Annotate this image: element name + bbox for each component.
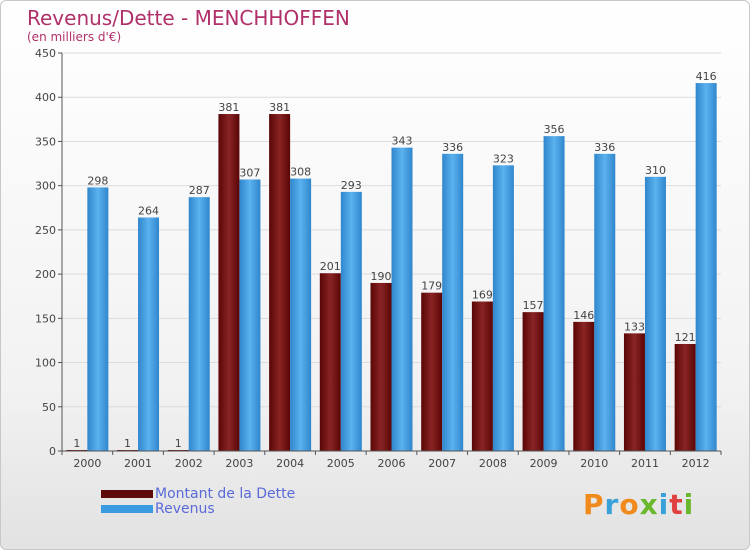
x-tick-label: 2012	[682, 457, 710, 470]
logo-letter: r	[604, 488, 620, 521]
x-tick-label: 2004	[276, 457, 304, 470]
x-tick-label: 2005	[327, 457, 355, 470]
value-label-revenus: 293	[341, 179, 362, 192]
logo-letter: x	[639, 488, 659, 521]
bar-dette	[370, 282, 392, 451]
value-label-dette: 381	[269, 101, 290, 114]
bar-dette	[522, 312, 544, 451]
bar-revenus	[391, 147, 413, 451]
value-label-revenus: 298	[87, 174, 108, 187]
bar-revenus	[442, 153, 464, 451]
y-tick-label: 200	[35, 268, 56, 281]
value-label-revenus: 308	[290, 166, 311, 179]
x-tick-label: 2010	[580, 457, 608, 470]
value-label-dette: 1	[124, 437, 131, 450]
value-label-revenus: 336	[442, 141, 463, 154]
logo-letter: P	[583, 488, 605, 521]
logo-letter: i	[683, 488, 695, 521]
bar-dette	[674, 343, 696, 451]
bar-revenus	[492, 165, 514, 451]
bar-dette	[623, 333, 645, 451]
x-tick-label: 2007	[428, 457, 456, 470]
bar-revenus	[594, 153, 616, 451]
value-label-revenus: 416	[696, 70, 717, 83]
bar-dette	[319, 273, 341, 451]
legend-label-debt: Montant de la Dette	[155, 486, 296, 502]
value-label-revenus: 264	[138, 205, 159, 218]
x-tick-label: 2008	[479, 457, 507, 470]
bar-revenus	[290, 178, 312, 451]
value-label-dette: 146	[573, 309, 594, 322]
bar-dette	[471, 301, 493, 451]
value-label-dette: 1	[73, 437, 80, 450]
bar-revenus	[138, 217, 160, 451]
x-tick-label: 2011	[631, 457, 659, 470]
value-label-dette: 179	[421, 280, 442, 293]
value-label-revenus: 336	[594, 141, 615, 154]
chart-title: Revenus/Dette - MENCHHOFFEN	[27, 6, 350, 30]
x-tick-label: 2006	[378, 457, 406, 470]
logo-letter: t	[669, 488, 684, 521]
value-label-revenus: 323	[493, 152, 514, 165]
value-label-dette: 1	[175, 437, 182, 450]
bar-revenus	[188, 197, 210, 451]
y-tick-label: 400	[35, 91, 56, 104]
y-tick-label: 0	[49, 445, 56, 458]
bar-dette	[218, 114, 240, 451]
y-tick-label: 350	[35, 135, 56, 148]
y-tick-label: 450	[35, 47, 56, 60]
y-tick-label: 50	[42, 401, 56, 414]
value-label-dette: 381	[218, 101, 239, 114]
x-tick-label: 2009	[530, 457, 558, 470]
x-tick-label: 2003	[225, 457, 253, 470]
value-label-revenus: 287	[189, 184, 210, 197]
value-label-dette: 121	[675, 331, 696, 344]
bar-dette	[269, 114, 291, 451]
chart-subtitle: (en milliers d'€)	[27, 30, 122, 44]
value-label-dette: 169	[472, 289, 493, 302]
x-tick-label: 2000	[73, 457, 101, 470]
x-tick-label: 2001	[124, 457, 152, 470]
value-label-revenus: 310	[645, 164, 666, 177]
legend-label-revenus: Revenus	[155, 501, 215, 517]
value-label-revenus: 343	[392, 135, 413, 148]
value-label-dette: 201	[320, 260, 341, 273]
bar-revenus	[543, 136, 565, 452]
value-label-revenus: 307	[239, 166, 260, 179]
legend-swatch-debt	[101, 490, 153, 498]
proxiti-logo: Proxiti	[583, 488, 694, 521]
value-label-dette: 133	[624, 320, 645, 333]
x-tick-label: 2002	[175, 457, 203, 470]
legend-swatch-revenus	[101, 505, 153, 513]
y-tick-label: 300	[35, 180, 56, 193]
bar-revenus	[340, 191, 362, 451]
bar-revenus	[644, 176, 666, 452]
value-label-dette: 190	[371, 270, 392, 283]
bar-revenus	[695, 83, 717, 452]
bar-dette	[421, 292, 443, 451]
y-tick-label: 100	[35, 357, 56, 370]
bar-revenus	[239, 179, 261, 451]
value-label-revenus: 356	[544, 123, 565, 136]
bar-revenus	[87, 187, 109, 452]
value-label-dette: 157	[523, 299, 544, 312]
y-tick-label: 250	[35, 224, 56, 237]
logo-letter: i	[658, 488, 670, 521]
y-tick-label: 150	[35, 312, 56, 325]
bar-dette	[573, 321, 595, 451]
logo-letter: o	[619, 488, 640, 521]
